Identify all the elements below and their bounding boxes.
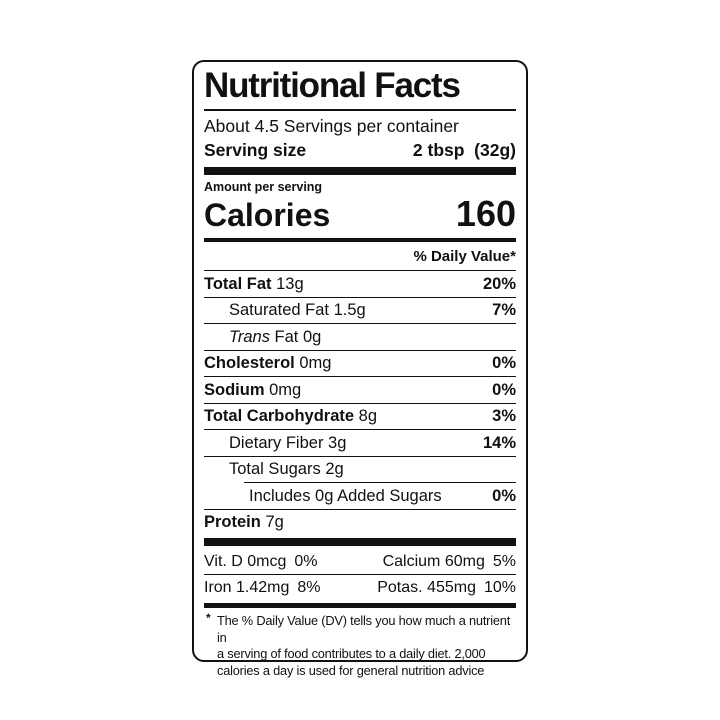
nutrient-amount: 2g: [325, 460, 344, 478]
serving-size-value: 2 tbsp (32g): [412, 140, 516, 160]
micro-amount: 1.42mg: [236, 579, 290, 596]
micronutrient-row-2: Iron 1.42mg 8% Potas. 455mg 10%: [204, 575, 516, 601]
nutrient-amount: Fat 0g: [274, 327, 322, 346]
micro-calcium: Calcium 60mg 5%: [383, 552, 516, 571]
nutrient-dv: 20%: [482, 274, 516, 293]
divider-thick-middle: [204, 538, 516, 546]
micro-name: Iron: [204, 579, 232, 596]
nutrient-row-dietary-fiber: Dietary Fiber 3g 14%: [204, 430, 516, 457]
footnote-line: The % Daily Value (DV) tells you how muc…: [217, 613, 511, 645]
divider-medium: [204, 238, 516, 242]
footnote: * The % Daily Value (DV) tells you how m…: [204, 611, 516, 679]
micro-amount: 60mg: [444, 552, 485, 570]
nutrient-name-amount: Total Fat 13g: [204, 275, 304, 294]
micro-potassium: Potas. 455mg 10%: [377, 578, 516, 597]
servings-per-container: About 4.5 Servings per container: [204, 116, 459, 136]
micro-name: Vit. D: [204, 552, 243, 570]
nutrient-row-total-carbohydrate: Total Carbohydrate 8g 3%: [204, 404, 516, 430]
nutrient-name-amount: Total Sugars 2g: [204, 460, 344, 479]
nutrient-amount: 1.5g: [333, 301, 366, 319]
calories-row: Calories 160: [204, 195, 516, 234]
nutrient-row-trans-fat: Trans Fat 0g: [204, 324, 516, 351]
label-title: Nutritional Facts: [204, 66, 516, 111]
micro-amount: 455mg: [427, 579, 476, 596]
nutrient-name: Trans: [229, 327, 270, 346]
micro-dv: 5%: [492, 552, 516, 570]
micro-dv: 10%: [483, 579, 516, 596]
daily-value-header: % Daily Value*: [204, 245, 516, 271]
nutrient-row-saturated-fat: Saturated Fat 1.5g 7%: [204, 298, 516, 324]
nutrient-row-total-sugars: Total Sugars 2g: [204, 457, 516, 483]
footnote-line: calories a day is used for general nutri…: [217, 662, 485, 678]
nutrient-name-amount: Protein 7g: [204, 513, 284, 532]
micro-dv: 8%: [297, 579, 321, 596]
micro-dv: 0%: [294, 552, 318, 570]
serving-size-label: Serving size: [204, 140, 307, 160]
nutrient-dv: 3%: [492, 407, 516, 425]
nutrition-facts-label: Nutritional Facts About 4.5 Servings per…: [192, 60, 528, 678]
nutrient-row-cholesterol: Cholesterol 0mg 0%: [204, 351, 516, 377]
serving-size-row: Serving size 2 tbsp (32g): [204, 138, 516, 162]
nutrient-row-protein: Protein 7g: [204, 510, 516, 536]
calories-label: Calories: [204, 197, 331, 233]
nutrient-name: Total Carbohydrate: [204, 407, 355, 425]
nutrient-name: Sodium: [204, 380, 265, 399]
nutrient-name: Protein: [204, 513, 261, 531]
divider-thick-bottom: [204, 603, 516, 608]
nutrient-name: Total Sugars: [229, 460, 321, 478]
nutrient-name-amount: Saturated Fat 1.5g: [204, 301, 366, 320]
nutrient-dv: 7%: [492, 301, 516, 319]
nutrient-row-total-fat: Total Fat 13g 20%: [204, 271, 516, 298]
nutrient-name: Total Fat: [204, 274, 272, 293]
nutrient-amount: 8g: [358, 407, 377, 425]
amount-per-serving-label: Amount per serving: [204, 180, 323, 194]
nutrient-amount: 0mg: [269, 380, 302, 399]
nutrient-amount: 13g: [276, 274, 304, 293]
nutrient-amount: 0mg: [299, 354, 332, 372]
micro-name: Potas.: [377, 579, 423, 596]
footnote-line: a serving of food contributes to a daily…: [217, 646, 486, 661]
nutrient-name: Cholesterol: [204, 354, 295, 372]
nutrient-name-amount: Sodium 0mg: [204, 381, 301, 400]
nutrient-name-amount: Total Carbohydrate 8g: [204, 407, 377, 426]
divider-thick-top: [204, 167, 516, 175]
nutrient-amount: 7g: [265, 513, 284, 531]
nutrient-name-amount: Dietary Fiber 3g: [204, 434, 346, 453]
micro-iron: Iron 1.42mg 8%: [204, 578, 321, 597]
nutrient-dv: 0%: [492, 380, 516, 399]
micro-amount: 0mcg: [247, 552, 287, 570]
footnote-asterisk: *: [206, 611, 211, 625]
calories-value: 160: [455, 193, 516, 234]
nutrient-name: Dietary Fiber: [229, 433, 324, 452]
nutrient-name: Saturated Fat: [229, 301, 329, 319]
nutrient-dv: 14%: [482, 433, 516, 452]
nutrient-dv: 0%: [492, 354, 516, 372]
nutrient-amount: 3g: [328, 433, 347, 452]
nutrient-name-amount: Cholesterol 0mg: [204, 354, 331, 373]
nutrient-name-amount: Includes 0g Added Sugars: [204, 487, 442, 506]
nutrient-dv: 0%: [492, 486, 516, 505]
micro-name: Calcium: [382, 552, 441, 570]
nutrient-row-added-sugars: Includes 0g Added Sugars 0%: [204, 483, 516, 510]
indented-separator: [244, 482, 516, 483]
micronutrient-row-1: Vit. D 0mcg 0% Calcium 60mg 5%: [204, 548, 516, 575]
micro-vitamin-d: Vit. D 0mcg 0%: [204, 552, 318, 571]
nutrient-row-sodium: Sodium 0mg 0%: [204, 377, 516, 404]
nutrient-name-amount: Trans Fat 0g: [204, 328, 321, 347]
nutrient-name: Includes 0g Added Sugars: [249, 486, 442, 505]
